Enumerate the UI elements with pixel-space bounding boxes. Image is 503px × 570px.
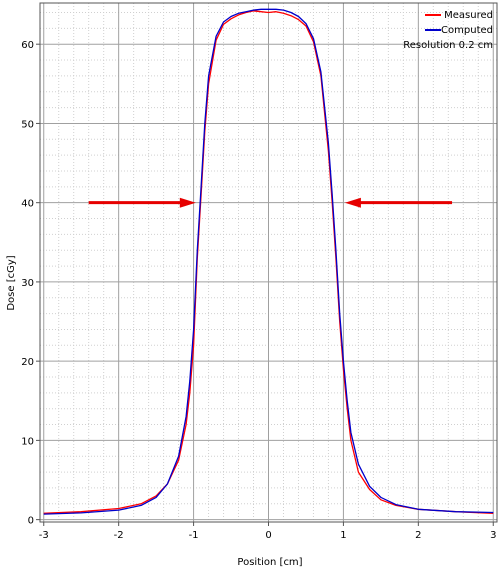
y-tick-label: 40 bbox=[21, 199, 34, 210]
series-line-measured bbox=[43, 10, 494, 514]
x-tick-label: 1 bbox=[340, 530, 346, 541]
y-tick-label: 0 bbox=[28, 516, 34, 527]
y-tick-label: 30 bbox=[21, 278, 34, 289]
series-lines bbox=[43, 8, 494, 515]
legend-label-measured: Measured bbox=[444, 10, 493, 21]
legend-label-computed: Computed bbox=[441, 25, 493, 36]
y-tick-label: 60 bbox=[21, 40, 34, 51]
x-tick-label: 3 bbox=[490, 530, 496, 541]
x-axis-label: Position [cm] bbox=[237, 557, 302, 568]
x-tick-label: -1 bbox=[189, 530, 199, 541]
y-tick-label: 20 bbox=[21, 357, 34, 368]
legend-resolution-note: Resolution 0.2 cm bbox=[403, 40, 493, 51]
x-tick-label: 2 bbox=[415, 530, 421, 541]
y-tick-label: 10 bbox=[21, 436, 34, 447]
x-tick-label: 0 bbox=[265, 530, 271, 541]
legend-swatch-measured bbox=[425, 14, 441, 16]
arrow-head bbox=[179, 197, 196, 208]
series-line-computed bbox=[43, 8, 494, 515]
legend-swatch-computed bbox=[425, 29, 441, 31]
arrow-head bbox=[344, 197, 361, 208]
y-axis-label: Dose [cGy] bbox=[6, 255, 17, 310]
y-tick-label: 50 bbox=[21, 119, 34, 130]
grid-lines bbox=[40, 3, 497, 522]
x-tick-label: -3 bbox=[39, 530, 49, 541]
x-tick-label: -2 bbox=[114, 530, 124, 541]
legend: Measured Computed Resolution 0.2 cm bbox=[403, 10, 493, 51]
annotation-arrows bbox=[88, 197, 453, 208]
